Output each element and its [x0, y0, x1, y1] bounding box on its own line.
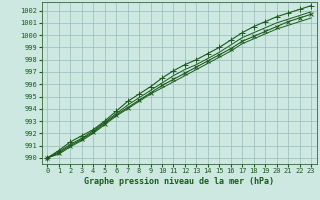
X-axis label: Graphe pression niveau de la mer (hPa): Graphe pression niveau de la mer (hPa) — [84, 177, 274, 186]
